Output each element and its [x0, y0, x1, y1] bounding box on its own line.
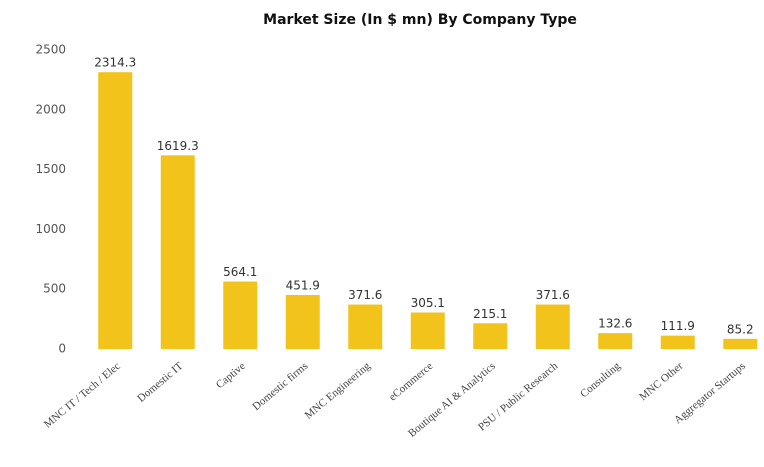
y-tick-label: 2000: [35, 102, 66, 116]
bar: [285, 294, 320, 349]
value-label: 305.1: [411, 296, 445, 310]
bar: [410, 312, 445, 349]
x-tick-label: eCommerce: [387, 360, 436, 403]
value-label: 2314.3: [94, 56, 136, 70]
bar: [98, 72, 133, 349]
y-tick-label: 2500: [35, 43, 66, 57]
x-tick-label: Captive: [214, 360, 248, 391]
x-tick-label: Consulting: [578, 360, 623, 401]
y-tick-label: 500: [43, 282, 66, 296]
bar: [473, 323, 508, 349]
bar: [723, 338, 758, 349]
bar: [348, 304, 383, 349]
value-label: 371.6: [348, 288, 382, 302]
bar: [223, 281, 258, 349]
x-tick-label: MNC IT / Tech / Elec: [42, 360, 123, 431]
bar: [535, 304, 570, 349]
value-label: 1619.3: [157, 139, 199, 153]
y-tick-label: 1000: [35, 222, 66, 236]
x-tick-label: MNC Engineering: [303, 360, 374, 422]
x-tick-label: MNC Other: [637, 360, 685, 403]
value-label: 371.6: [536, 288, 570, 302]
bar: [160, 155, 195, 349]
y-tick-label: 1500: [35, 162, 66, 176]
value-label: 215.1: [473, 307, 507, 321]
bar: [660, 335, 695, 349]
value-label: 111.9: [661, 319, 695, 333]
value-label: 132.6: [598, 317, 632, 331]
value-label: 564.1: [223, 265, 257, 279]
x-tick-label: Domestic firms: [250, 360, 310, 413]
value-label: 451.9: [286, 278, 320, 292]
chart-title: Market Size (In $ mn) By Company Type: [263, 12, 577, 28]
value-label: 85.2: [727, 322, 754, 336]
x-tick-label: Domestic IT: [135, 360, 185, 405]
bar: [598, 333, 633, 349]
y-tick-label: 0: [58, 342, 66, 356]
